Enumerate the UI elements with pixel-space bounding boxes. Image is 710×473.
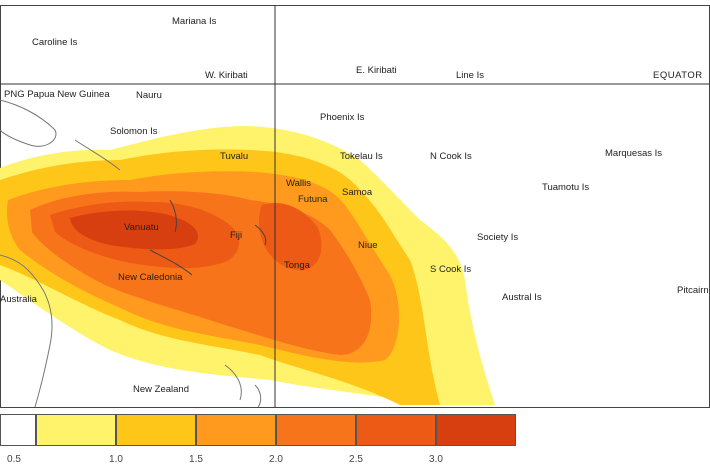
fiji-coast xyxy=(254,224,267,246)
legend-swatch xyxy=(436,414,516,446)
new-caledonia-coast xyxy=(149,249,193,276)
label-line: Line Is xyxy=(456,70,484,81)
label-wallis: Wallis xyxy=(286,178,311,189)
label-w-kiribati: W. Kiribati xyxy=(205,70,248,81)
legend-swatch xyxy=(0,414,36,446)
legend-tick: 2.5 xyxy=(349,454,363,465)
label-nauru: Nauru xyxy=(136,90,162,101)
label-new-caledonia: New Caledonia xyxy=(118,272,183,283)
label-vanuatu: Vanuatu xyxy=(124,222,159,233)
label-caroline: Caroline Is xyxy=(32,37,78,48)
legend-swatch xyxy=(196,414,276,446)
png-coast xyxy=(0,99,57,147)
legend-swatch xyxy=(276,414,356,446)
nz-north xyxy=(224,364,242,401)
map-panel: Mariana Is Caroline Is W. Kiribati E. Ki… xyxy=(0,5,710,408)
contour-3.0 xyxy=(70,210,199,250)
legend-tick: 1.5 xyxy=(189,454,203,465)
label-equator: EQUATOR xyxy=(653,70,703,81)
legend-tick: 3.0 xyxy=(429,454,443,465)
label-e-kiribati: E. Kiribati xyxy=(356,65,397,76)
legend-swatch xyxy=(356,414,436,446)
solomon-coast xyxy=(74,139,121,171)
legend-tick: 0.5 xyxy=(7,454,21,465)
label-solomon: Solomon Is xyxy=(110,126,158,137)
label-mariana: Mariana Is xyxy=(172,16,217,27)
label-futuna: Futuna xyxy=(298,194,328,205)
label-tokelau: Tokelau Is xyxy=(340,151,383,162)
nz-south xyxy=(254,384,262,408)
label-new-zealand: New Zealand xyxy=(133,384,189,395)
legend-swatch xyxy=(116,414,196,446)
map-svg: Mariana Is Caroline Is W. Kiribati E. Ki… xyxy=(0,5,710,408)
label-marquesas: Marquesas Is xyxy=(605,148,662,159)
label-tonga: Tonga xyxy=(284,260,311,271)
legend-bar xyxy=(0,414,520,448)
label-australia: Australia xyxy=(0,294,38,305)
australia-coast xyxy=(0,254,53,408)
label-phoenix: Phoenix Is xyxy=(320,112,365,123)
label-s-cook: S Cook Is xyxy=(430,264,471,275)
label-n-cook: N Cook Is xyxy=(430,151,472,162)
label-png: PNG Papua New Guinea xyxy=(4,89,110,100)
legend-tick: 1.0 xyxy=(109,454,123,465)
label-society: Society Is xyxy=(477,232,518,243)
legend-swatch xyxy=(36,414,116,446)
label-samoa: Samoa xyxy=(342,187,373,198)
label-austral: Austral Is xyxy=(502,292,542,303)
label-niue: Niue xyxy=(358,240,378,251)
label-pitcairn: Pitcairn xyxy=(677,285,709,296)
legend-tick: 2.0 xyxy=(269,454,283,465)
label-tuvalu: Tuvalu xyxy=(220,151,248,162)
label-tuamotu: Tuamotu Is xyxy=(542,182,589,193)
vanuatu-coast xyxy=(169,199,177,233)
label-fiji: Fiji xyxy=(230,230,242,241)
